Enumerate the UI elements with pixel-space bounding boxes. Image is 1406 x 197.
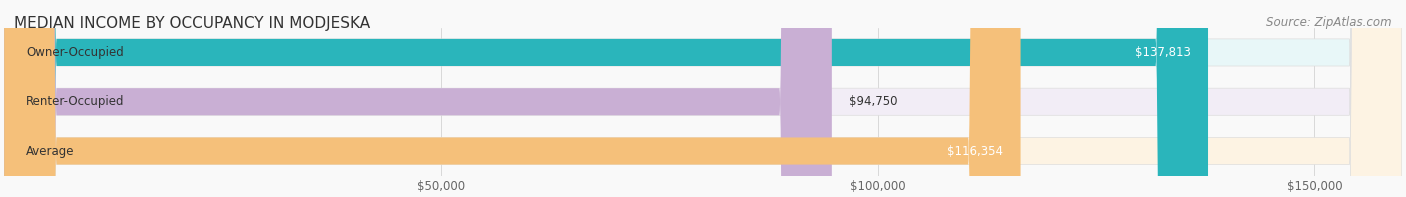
Text: Source: ZipAtlas.com: Source: ZipAtlas.com [1267,16,1392,29]
Text: $94,750: $94,750 [849,95,898,108]
Text: MEDIAN INCOME BY OCCUPANCY IN MODJESKA: MEDIAN INCOME BY OCCUPANCY IN MODJESKA [14,16,370,31]
Text: Owner-Occupied: Owner-Occupied [25,46,124,59]
FancyBboxPatch shape [4,0,1402,197]
FancyBboxPatch shape [4,0,1402,197]
Text: Renter-Occupied: Renter-Occupied [25,95,125,108]
FancyBboxPatch shape [4,0,832,197]
FancyBboxPatch shape [4,0,1208,197]
Text: Average: Average [25,145,75,158]
FancyBboxPatch shape [4,0,1021,197]
Text: $137,813: $137,813 [1135,46,1191,59]
Text: $116,354: $116,354 [948,145,1002,158]
FancyBboxPatch shape [4,0,1402,197]
